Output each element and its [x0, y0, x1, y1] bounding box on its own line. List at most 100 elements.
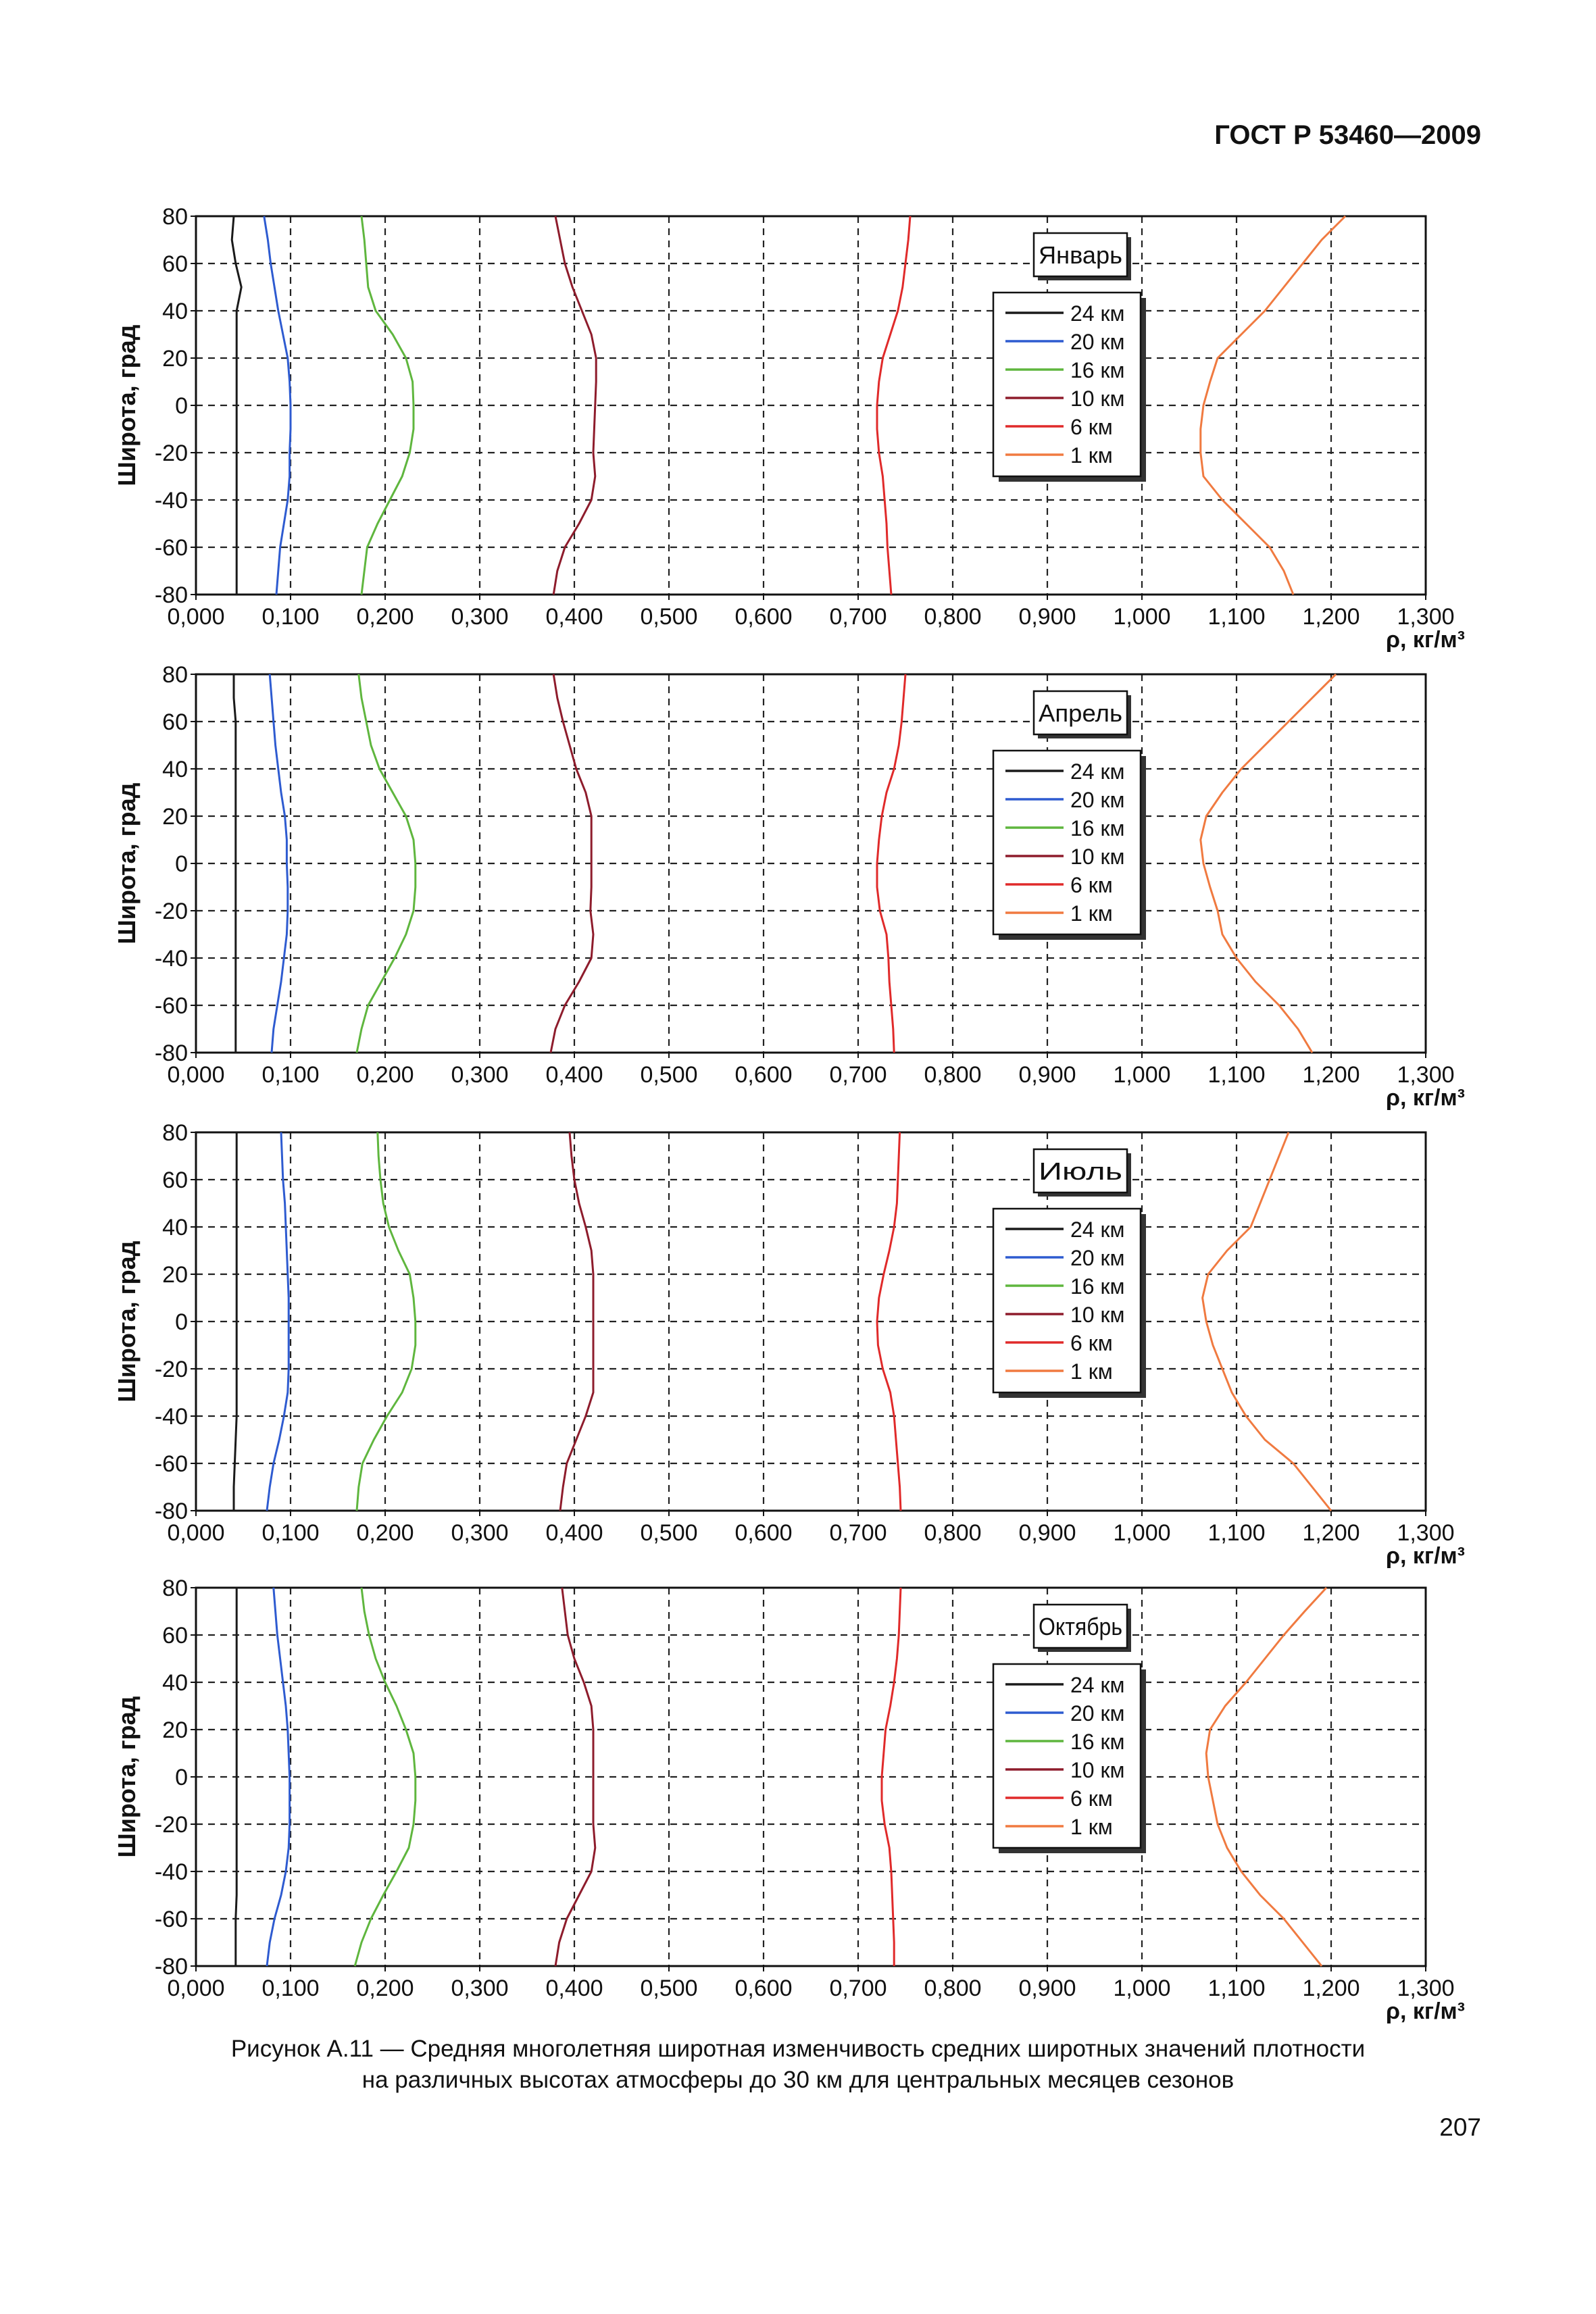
caption-line-2: на различных высотах атмосферы до 30 км … [361, 2067, 1235, 2093]
density-chart-january: 0,000 0,100 0,200 0,300 0,400 0,500 0,600 0,700… [115, 204, 1465, 653]
legend-label-16-km: 16 км [1070, 1274, 1124, 1299]
x-tick-label: 0,700 [829, 1062, 887, 1088]
legend-label-10-km: 10 км [1070, 845, 1124, 869]
legend-frame [992, 1207, 1142, 1394]
legend-label-1-km: 1 км [1070, 901, 1113, 926]
y-tick-label: 60 [162, 251, 188, 277]
x-tick-label: 0,100 [261, 1062, 319, 1088]
y-tick-label: -20 [155, 1357, 188, 1382]
y-tick-label: 60 [162, 1623, 188, 1649]
document-header: ГОСТ Р 53460—2009 [1214, 120, 1481, 150]
legend-label-24-km: 24 км [1070, 759, 1124, 784]
legend: 24 км 20 км 16 км 10 км 6 км 1 км [992, 1207, 1146, 1398]
density-chart-october: 0,000 0,100 0,200 0,300 0,400 0,500 0,600 0,700… [115, 1576, 1465, 2024]
y-tick-label: 0 [175, 851, 188, 877]
legend-label-6-km: 6 км [1070, 873, 1113, 897]
x-tick-label: 0,400 [545, 1976, 603, 2001]
legend-label-1-km: 1 км [1070, 1815, 1113, 1839]
y-tick-label: 20 [162, 804, 188, 830]
x-tick-label: 0,000 [167, 1976, 224, 2001]
legend-label-6-km: 6 км [1070, 415, 1113, 439]
x-tick-label: 0,500 [640, 1520, 697, 1546]
series-line-1-km [1201, 1132, 1332, 1511]
month-title-frame [1032, 1603, 1128, 1649]
series-line-16-km [355, 1132, 417, 1511]
y-tick-labels: 80 60 40 20 0 -20 -40 -60 -80 [155, 1120, 196, 1524]
x-tick-label: 1,300 [1397, 1520, 1454, 1546]
x-tick-label: 1,100 [1207, 1062, 1265, 1088]
grid [196, 1588, 1426, 1966]
y-tick-label: -80 [155, 1954, 188, 1980]
legend-label-6-km: 6 км [1070, 1786, 1113, 1811]
series-line-24-km [232, 1132, 238, 1511]
y-tick-label: -80 [155, 1040, 188, 1066]
y-axis-label: Широта, град [115, 1240, 141, 1402]
x-tick-label: 0,300 [451, 1520, 508, 1546]
y-tick-label: 60 [162, 709, 188, 735]
x-tick-label: 0,800 [924, 1520, 981, 1546]
grid [196, 1132, 1426, 1511]
x-tick-label: 1,000 [1113, 1520, 1170, 1546]
y-tick-label: 40 [162, 299, 188, 324]
series-line-16-km [360, 216, 415, 595]
x-tick-label: 0,600 [734, 604, 792, 630]
x-tick-label: 0,100 [261, 1520, 319, 1546]
legend-frame [992, 291, 1142, 478]
x-tick-label: 1,300 [1397, 1976, 1454, 2001]
y-tick-labels: 80 60 40 20 0 -20 -40 -60 -80 [155, 662, 196, 1066]
series-line-20-km [266, 1587, 291, 1967]
y-tick-label: 0 [175, 1309, 188, 1335]
series-line-6-km [876, 1132, 902, 1511]
series-line-10-km [552, 216, 597, 595]
y-tick-label: 0 [175, 1765, 188, 1790]
series-line-20-km [263, 216, 292, 595]
legend-label-20-km: 20 км [1070, 1701, 1124, 1726]
y-tick-label: 40 [162, 1215, 188, 1240]
x-tick-label: 0,900 [1018, 1520, 1076, 1546]
y-tick-label: 20 [162, 346, 188, 372]
x-tick-label: 1,300 [1397, 1062, 1454, 1088]
y-tick-label: -80 [155, 1499, 188, 1524]
x-tick-label: 0,200 [356, 604, 414, 630]
month-title-frame [1032, 232, 1128, 278]
x-tick-label: 1,000 [1113, 1976, 1170, 2001]
legend-label-20-km: 20 км [1070, 330, 1124, 354]
y-tick-labels: 80 60 40 20 0 -20 -40 -60 -80 [155, 204, 196, 608]
x-tick-label: 0,700 [829, 604, 887, 630]
legend-label-10-km: 10 км [1070, 386, 1124, 411]
x-tick-label: 1,200 [1302, 1062, 1360, 1088]
month-title-frame [1032, 690, 1128, 736]
series-lines [232, 1132, 1332, 1511]
x-tick-label: 1,100 [1207, 1520, 1265, 1546]
x-tick-labels: 0,000 0,100 0,200 0,300 0,400 0,500 0,600 0,700… [167, 1511, 1455, 1546]
series-line-1-km [1205, 1586, 1328, 1967]
y-tick-label: 20 [162, 1717, 188, 1743]
x-tick-label: 1,200 [1302, 1976, 1360, 2001]
x-tick-label: 1,200 [1302, 604, 1360, 630]
x-tick-label: 0,400 [545, 1062, 603, 1088]
series-line-10-km [559, 1132, 595, 1511]
legend-label-16-km: 16 км [1070, 358, 1124, 382]
grid [196, 216, 1426, 595]
chart-title: Октябрь [1039, 1613, 1122, 1640]
month-title-box: Октябрь [1032, 1603, 1131, 1652]
x-axis-label: ρ, кг/м³ [1386, 1543, 1465, 1569]
x-tick-label: 1,100 [1207, 1976, 1265, 2001]
x-tick-label: 0,900 [1018, 1976, 1076, 2001]
x-tick-label: 0,200 [356, 1976, 414, 2001]
legend: 24 км 20 км 16 км 10 км 6 км 1 км [992, 749, 1146, 940]
series-line-16-km [353, 1587, 417, 1967]
x-tick-label: 0,800 [924, 1062, 981, 1088]
legend-label-24-km: 24 км [1070, 1673, 1124, 1697]
legend-label-16-km: 16 км [1070, 1730, 1124, 1754]
x-tick-labels: 0,000 0,100 0,200 0,300 0,400 0,500 0,600 0,700… [167, 595, 1455, 630]
caption-line-1: Рисунок А.11 — Средняя многолетняя широт… [230, 2036, 1366, 2062]
x-tick-label: 1,000 [1113, 1062, 1170, 1088]
x-tick-label: 0,200 [356, 1062, 414, 1088]
chart-panel-january: 0,000 0,100 0,200 0,300 0,400 0,500 0,600 0,700… [115, 203, 1500, 662]
series-line-6-km [876, 216, 912, 595]
x-tick-label: 0,600 [734, 1062, 792, 1088]
legend-label-6-km: 6 км [1070, 1331, 1113, 1355]
series-line-6-km [880, 1587, 902, 1966]
x-tick-label: 0,100 [261, 604, 319, 630]
